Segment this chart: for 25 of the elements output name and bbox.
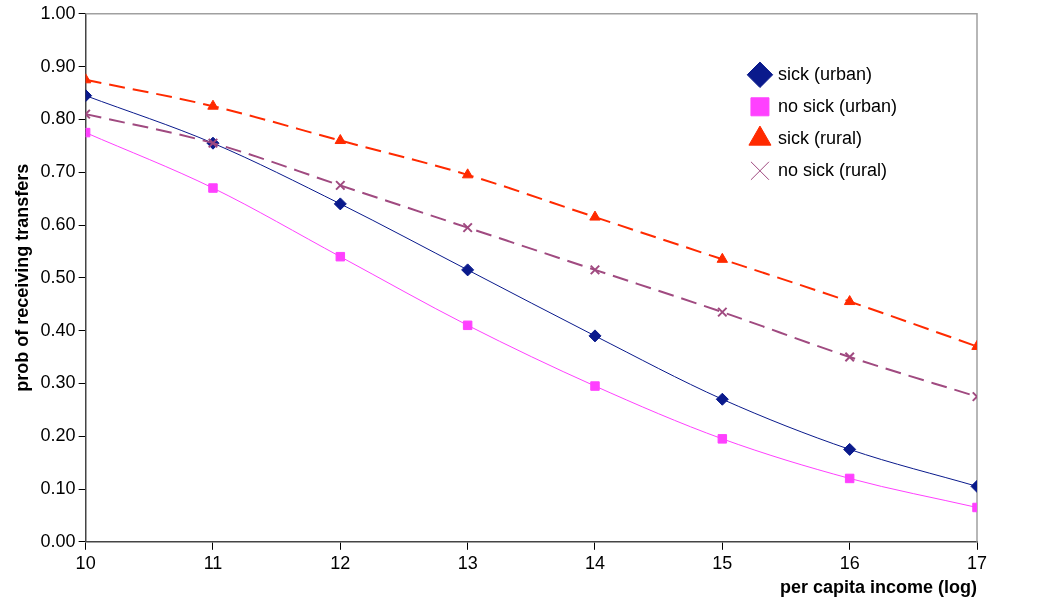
x-tick-label: 11	[203, 552, 223, 573]
y-tick-label: 0.90	[40, 55, 76, 76]
legend-label: no sick (rural)	[777, 159, 887, 180]
y-tick-label: 0.70	[40, 161, 76, 182]
y-tick-label: 0.20	[40, 425, 76, 446]
y-tick-label: 0.00	[40, 530, 76, 551]
y-axis-title: prob of receiving transfers	[11, 163, 32, 392]
x-tick-label: 13	[457, 552, 478, 573]
y-tick-label: 0.60	[40, 213, 76, 234]
y-tick-label: 0.10	[40, 477, 76, 498]
x-tick-label: 12	[330, 552, 351, 573]
legend-label: sick (urban)	[777, 63, 872, 84]
y-tick-label: 0.80	[40, 108, 76, 129]
legend-label: no sick (urban)	[777, 95, 898, 116]
x-tick-label: 17	[966, 552, 988, 573]
y-tick-label: 0.50	[40, 266, 76, 287]
x-tick-label: 16	[839, 552, 860, 573]
x-tick-label: 14	[584, 552, 605, 573]
y-tick-label: 1.00	[40, 2, 76, 23]
y-tick-label: 0.30	[40, 372, 76, 393]
y-tick-label: 0.40	[40, 319, 76, 340]
x-axis-title: per capita income (log)	[779, 577, 977, 598]
x-tick-label: 10	[75, 552, 96, 573]
x-tick-label: 15	[712, 552, 733, 573]
legend-label: sick (rural)	[777, 127, 862, 148]
